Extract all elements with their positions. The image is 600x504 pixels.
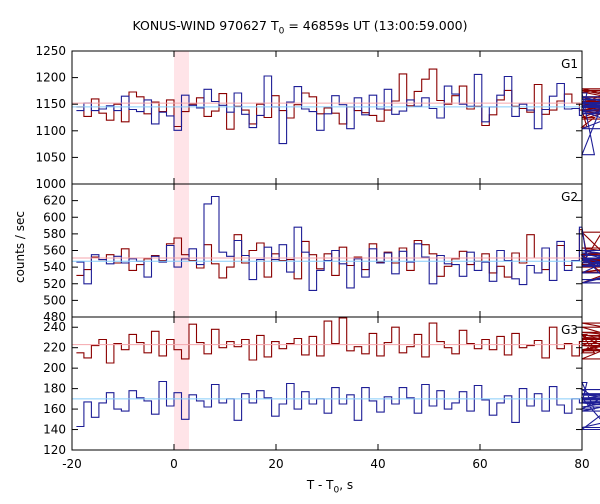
y-tick-label: 1100 xyxy=(35,124,66,138)
y-tick-label: 580 xyxy=(43,227,66,241)
chart-title: KONUS-WIND 970627 T0 = 46859s UT (13:00:… xyxy=(132,18,468,37)
panel-label: G1 xyxy=(561,57,578,71)
x-tick-label: -20 xyxy=(62,457,82,471)
y-tick-label: 1150 xyxy=(35,97,66,111)
count-rate-series xyxy=(76,68,600,130)
y-tick-label: 1000 xyxy=(35,177,66,191)
x-tick-label: 60 xyxy=(472,457,487,471)
y-tick-label: 200 xyxy=(43,361,66,375)
panel-label: G2 xyxy=(561,190,578,204)
y-tick-label: 240 xyxy=(43,320,66,334)
y-tick-label: 140 xyxy=(43,423,66,437)
count-rate-series xyxy=(76,195,600,291)
count-rate-series xyxy=(76,317,600,364)
y-tick-label: 560 xyxy=(43,244,66,258)
y-tick-label: 600 xyxy=(43,210,66,224)
y-axis-label: counts / sec xyxy=(13,211,27,284)
x-tick-label: 20 xyxy=(268,457,283,471)
y-tick-label: 1200 xyxy=(35,71,66,85)
y-tick-label: 1250 xyxy=(35,44,66,58)
panel-label: G3 xyxy=(561,323,578,337)
count-rate-series xyxy=(76,73,600,156)
x-tick-label: 40 xyxy=(370,457,385,471)
x-tick-label: 80 xyxy=(574,457,589,471)
y-tick-label: 500 xyxy=(43,293,66,307)
y-tick-label: 1050 xyxy=(35,150,66,164)
x-tick-label: 0 xyxy=(170,457,178,471)
y-tick-label: 120 xyxy=(43,443,66,457)
trigger-highlight-band xyxy=(174,317,190,450)
y-tick-label: 540 xyxy=(43,260,66,274)
y-tick-label: 220 xyxy=(43,341,66,355)
x-axis-label: T - T0, s xyxy=(306,478,354,496)
panel-frame xyxy=(71,183,583,318)
panel-frame xyxy=(71,50,583,185)
y-tick-label: 160 xyxy=(43,402,66,416)
panel-frame xyxy=(71,316,583,451)
count-rate-series xyxy=(76,380,600,431)
y-tick-label: 180 xyxy=(43,382,66,396)
y-tick-label: 620 xyxy=(43,194,66,208)
y-tick-label: 480 xyxy=(43,310,66,324)
y-tick-label: 520 xyxy=(43,277,66,291)
